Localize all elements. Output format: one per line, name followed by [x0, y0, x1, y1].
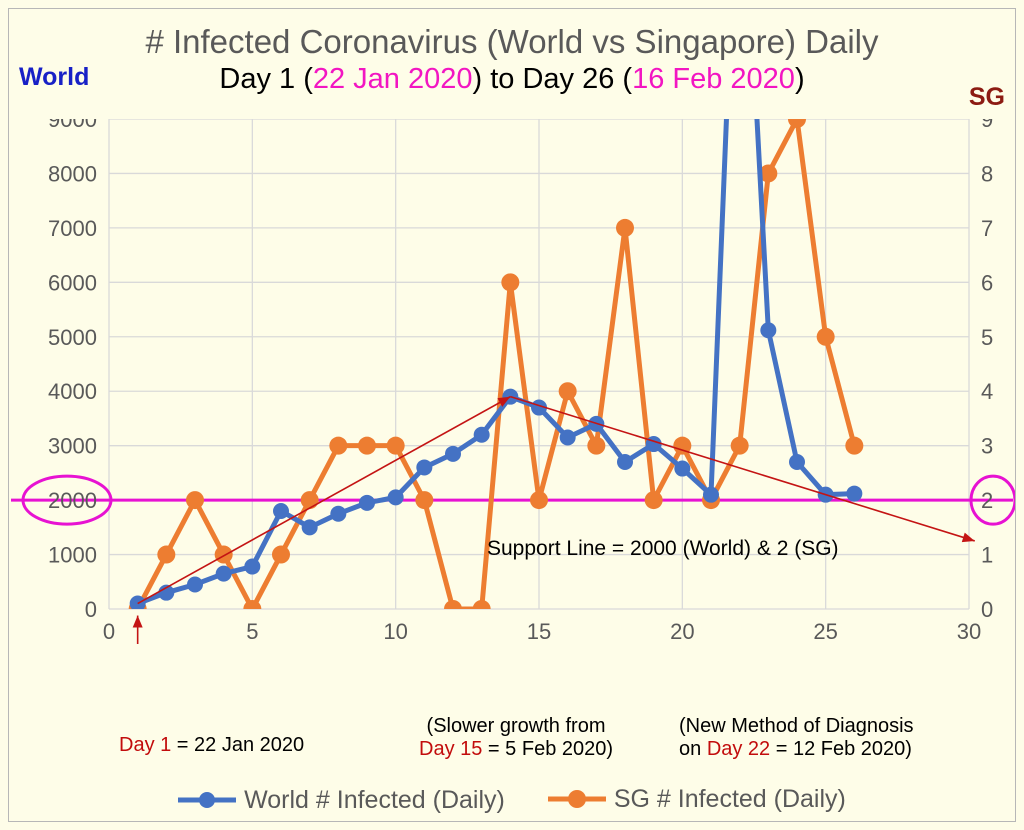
plot-area: 0 1000 2000 3000 4000 5000 6000 7000 8000 9000 0 1 2…	[9, 119, 1015, 669]
svg-text:5: 5	[981, 325, 993, 350]
slow-red: Day 15	[419, 738, 482, 760]
svg-text:30: 30	[957, 619, 981, 644]
svg-text:0: 0	[103, 619, 115, 644]
day1-red: Day 1	[119, 734, 171, 756]
day1-annotation: Day 1 = 22 Jan 2020	[119, 734, 304, 757]
svg-text:3: 3	[981, 434, 993, 459]
right-axis-title: SG	[969, 83, 1005, 112]
svg-text:25: 25	[813, 619, 837, 644]
svg-text:1: 1	[981, 543, 993, 568]
diag-on: on	[679, 738, 707, 760]
svg-text:5000: 5000	[48, 325, 97, 350]
svg-text:9000: 9000	[48, 119, 97, 132]
support-line-label: Support Line = 2000 (World) & 2 (SG)	[487, 537, 839, 561]
legend-world-label: World # Infected (Daily)	[244, 786, 505, 815]
svg-text:9: 9	[981, 119, 993, 132]
svg-text:0: 0	[981, 597, 993, 622]
slow-rest: = 5 Feb 2020)	[482, 738, 613, 760]
svg-text:4000: 4000	[48, 379, 97, 404]
svg-text:6: 6	[981, 270, 993, 295]
chart-svg: 0 1000 2000 3000 4000 5000 6000 7000 8000 9000 0 1 2…	[9, 119, 1015, 679]
subtitle-date: 16 Feb 2020	[632, 63, 795, 95]
left-axis-title: World	[19, 63, 89, 92]
svg-text:8000: 8000	[48, 161, 97, 186]
title-block: # Infected Coronavirus (World vs Singapo…	[9, 23, 1015, 96]
subtitle-part: )	[795, 63, 805, 95]
slow-line1: (Slower growth from	[419, 715, 613, 738]
svg-text:7: 7	[981, 216, 993, 241]
diag-red: Day 22	[707, 738, 770, 760]
svg-text:10: 10	[383, 619, 407, 644]
svg-text:3000: 3000	[48, 434, 97, 459]
svg-text:15: 15	[527, 619, 551, 644]
legend-sg: SG # Infected (Daily)	[548, 785, 846, 814]
svg-text:5: 5	[246, 619, 258, 644]
svg-text:2: 2	[981, 488, 993, 513]
diagnosis-annotation: (New Method of Diagnosis on Day 22 = 12 …	[679, 715, 914, 761]
chart-subtitle: Day 1 (22 Jan 2020) to Day 26 (16 Feb 20…	[9, 63, 1015, 96]
subtitle-part: ) to Day 26 (	[473, 63, 633, 95]
subtitle-date: 22 Jan 2020	[313, 63, 473, 95]
diag-line1: (New Method of Diagnosis	[679, 715, 914, 738]
diag-rest: = 12 Feb 2020)	[770, 738, 912, 760]
legend-sg-icon	[548, 790, 606, 808]
slower-growth-annotation: (Slower growth from Day 15 = 5 Feb 2020)	[419, 715, 613, 761]
chart-title: # Infected Coronavirus (World vs Singapo…	[9, 23, 1015, 61]
svg-text:6000: 6000	[48, 270, 97, 295]
svg-text:4: 4	[981, 379, 993, 404]
svg-text:1000: 1000	[48, 543, 97, 568]
svg-text:8: 8	[981, 161, 993, 186]
legend-world-icon	[178, 792, 236, 808]
legend-sg-label: SG # Infected (Daily)	[614, 785, 846, 814]
legend-world: World # Infected (Daily)	[178, 786, 505, 815]
svg-text:20: 20	[670, 619, 694, 644]
subtitle-part: Day 1 (	[219, 63, 312, 95]
day1-rest: = 22 Jan 2020	[171, 734, 304, 756]
svg-text:2000: 2000	[48, 488, 97, 513]
svg-text:0: 0	[85, 597, 97, 622]
chart-frame: World SG # Infected Coronavirus (World v…	[8, 8, 1016, 822]
svg-text:7000: 7000	[48, 216, 97, 241]
legend: World # Infected (Daily) SG # Infected (…	[9, 785, 1015, 816]
